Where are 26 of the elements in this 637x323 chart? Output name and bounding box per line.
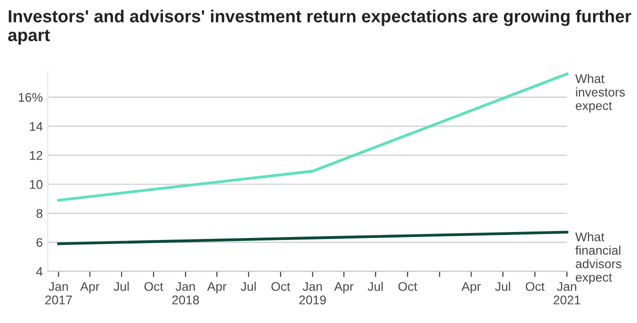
y-tick-label: 16% xyxy=(18,92,42,102)
x-tick-label: Apr xyxy=(462,282,481,294)
x-tick-label: Apr xyxy=(207,282,226,294)
x-tick-label: Jan 2021 xyxy=(554,282,580,304)
y-tick-label: 6 xyxy=(36,238,42,247)
annotation: What investors expect xyxy=(575,74,625,113)
x-tick-label: Jan 2017 xyxy=(45,282,72,304)
x-tick-label: Jul xyxy=(495,282,510,291)
x-tick-label: Oct xyxy=(398,282,418,291)
x-tick-label: Jan 2018 xyxy=(172,282,199,304)
y-tick-label: 10 xyxy=(30,180,42,189)
x-tick-label: Apr xyxy=(334,282,354,294)
x-tick-label: Oct xyxy=(144,282,164,291)
y-tick-label: 14 xyxy=(30,122,43,131)
annotation: What financial advisors expect xyxy=(575,232,622,284)
x-tick-label: Jul xyxy=(114,282,129,291)
x-tick-label: Jan 2019 xyxy=(299,282,326,304)
y-tick-label: 12 xyxy=(30,151,42,160)
x-tick-label: Oct xyxy=(271,282,290,291)
chart-title: Investors' and advisors' investment return expectations are growing further apart xyxy=(8,10,632,45)
x-tick-label: Jul xyxy=(240,282,256,291)
x-tick-label: Apr xyxy=(80,282,100,294)
y-tick-label: 4 xyxy=(36,267,43,276)
x-tick-label: Jul xyxy=(368,282,383,291)
x-tick-label: Oct xyxy=(526,282,545,291)
y-tick-label: 8 xyxy=(36,209,42,218)
